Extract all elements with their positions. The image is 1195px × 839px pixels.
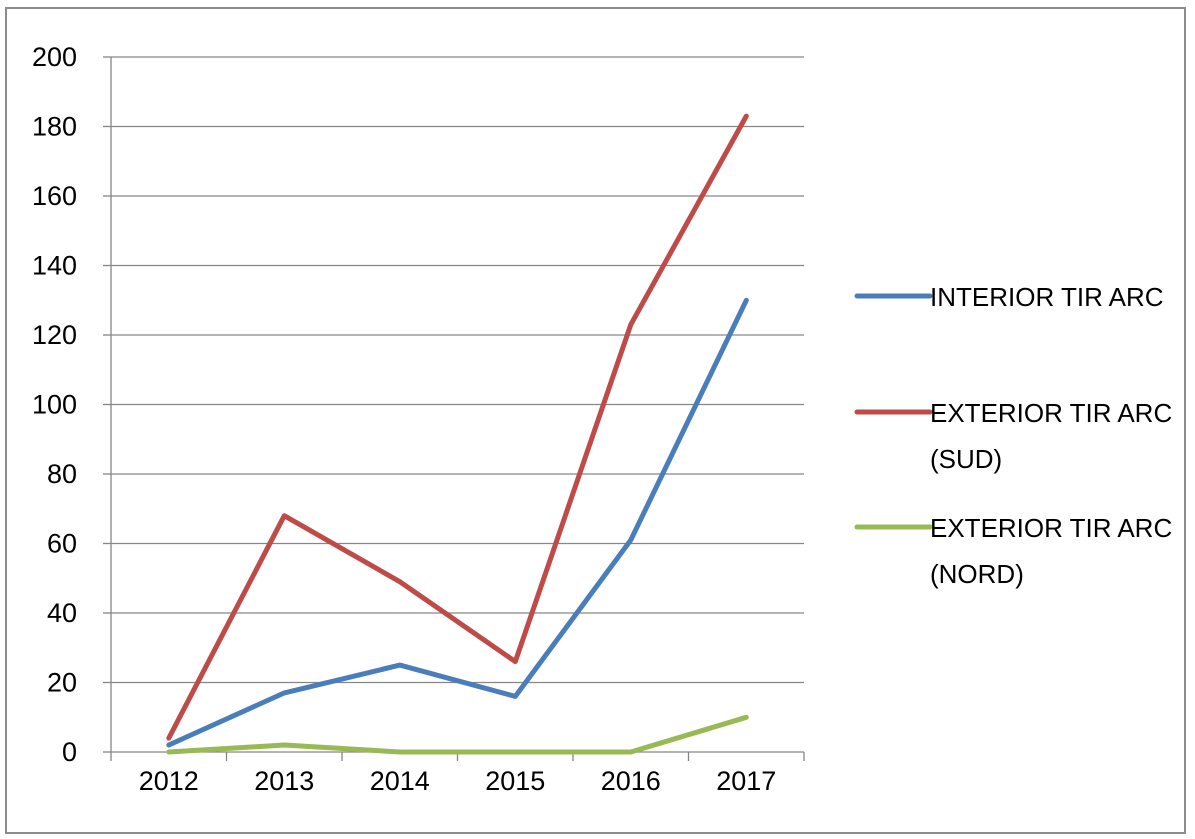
y-tick-label: 120 [32, 320, 77, 350]
series-line [166, 113, 749, 741]
y-tick-label: 140 [32, 251, 77, 281]
legend-label: (NORD) [930, 559, 1024, 589]
x-tick-label: 2016 [601, 766, 661, 796]
gridlines [111, 56, 804, 684]
y-axis-tick-labels: 0 20 40 60 80 100 120 140 160 180 200 [32, 42, 77, 767]
y-tick-label: 80 [47, 459, 77, 489]
legend-label: EXTERIOR TIR ARC [930, 513, 1172, 543]
series-lines [166, 113, 749, 755]
series-line [166, 714, 749, 755]
y-tick-label: 0 [62, 737, 77, 767]
x-tick-label: 2013 [254, 766, 314, 796]
x-tick-label: 2014 [370, 766, 430, 796]
series-line [166, 297, 749, 748]
x-tick-label: 2017 [716, 766, 776, 796]
legend: INTERIOR TIR ARC EXTERIOR TIR ARC (SUD) EXT… [854, 282, 1172, 589]
y-tick-label: 60 [47, 529, 77, 559]
x-axis-tick-labels: 2012 2013 2014 2015 2016 2017 [139, 766, 777, 796]
y-tick-label: 200 [32, 42, 77, 72]
x-tick-label: 2015 [485, 766, 545, 796]
y-tick-label: 20 [47, 668, 77, 698]
x-tick-label: 2012 [139, 766, 199, 796]
legend-label: EXTERIOR TIR ARC [930, 398, 1172, 428]
y-tick-label: 40 [47, 598, 77, 628]
y-tick-label: 160 [32, 181, 77, 211]
y-tick-label: 180 [32, 112, 77, 142]
axes [103, 56, 805, 761]
y-tick-label: 100 [32, 390, 77, 420]
legend-label: INTERIOR TIR ARC [930, 282, 1164, 312]
legend-label: (SUD) [930, 444, 1002, 474]
